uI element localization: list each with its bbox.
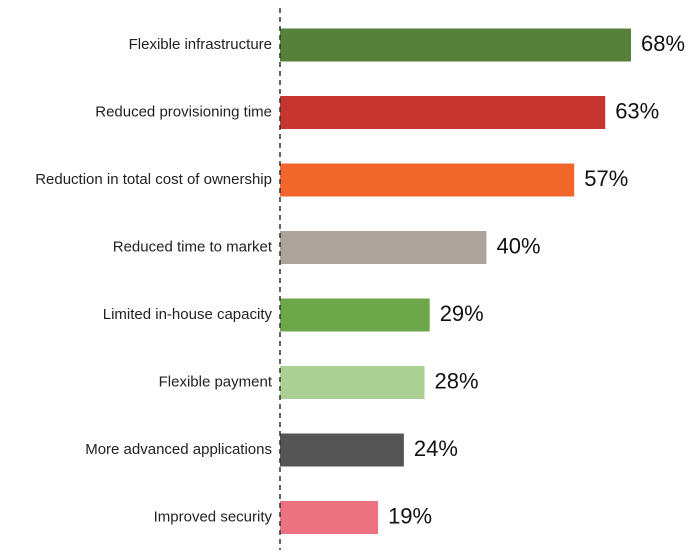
value-label: 63% (615, 98, 659, 123)
bar (280, 231, 487, 264)
bars-group: Flexible infrastructure 68% Reduced provis… (35, 28, 685, 534)
bar-row: Flexible infrastructure 68% (129, 28, 685, 62)
bar (280, 28, 631, 62)
category-label: Reduced time to market (113, 238, 273, 255)
bar-row: Reduced provisioning time 63% (95, 96, 659, 129)
value-label: 40% (496, 233, 540, 258)
bar (280, 501, 379, 534)
value-label: 24% (414, 436, 458, 461)
bar (280, 96, 606, 129)
value-label: 57% (584, 166, 628, 191)
bar-row: Reduction in total cost of ownership 57% (35, 163, 628, 197)
category-label: More advanced applications (85, 441, 272, 458)
category-label: Flexible payment (159, 373, 273, 390)
category-label: Improved security (154, 508, 273, 525)
category-label: Limited in-house capacity (103, 306, 273, 323)
value-label: 19% (388, 503, 432, 528)
bar-row: Improved security 19% (154, 501, 432, 534)
bar-row: Flexible payment 28% (159, 366, 479, 399)
bar-row: Reduced time to market 40% (113, 231, 541, 264)
value-label: 29% (440, 301, 484, 326)
category-label: Reduction in total cost of ownership (35, 171, 272, 188)
bar (280, 433, 404, 467)
bar (280, 298, 430, 332)
value-label: 68% (641, 31, 685, 56)
category-label: Flexible infrastructure (129, 36, 272, 53)
value-label: 28% (435, 368, 479, 393)
bar (280, 366, 425, 399)
bar (280, 163, 575, 197)
category-label: Reduced provisioning time (95, 103, 272, 120)
bar-row: Limited in-house capacity 29% (103, 298, 484, 332)
bar-row: More advanced applications 24% (85, 433, 458, 467)
